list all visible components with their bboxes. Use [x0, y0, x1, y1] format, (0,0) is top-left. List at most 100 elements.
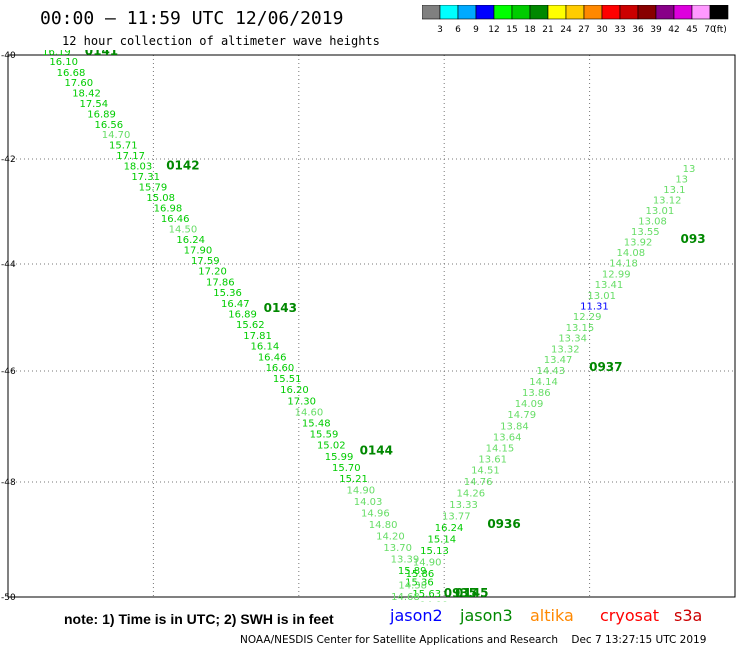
wave-height-value: 17.59 — [191, 256, 220, 267]
wave-height-value: 15.62 — [236, 320, 265, 331]
wave-height-value: 13.86 — [522, 388, 551, 399]
wave-height-value: 14.03 — [354, 497, 383, 508]
wave-height-value: 14.18 — [609, 259, 638, 270]
wave-height-value: 14.50 — [169, 225, 198, 236]
legend-label: 15 — [506, 25, 517, 35]
wave-height-value: 13 — [675, 175, 688, 186]
pass-time-label: 0141 — [85, 44, 118, 58]
pass-time-label: 093 — [681, 232, 706, 246]
wave-height-value: 17.81 — [243, 331, 272, 342]
credit-text: NOAA/NESDIS Center for Satellite Applica… — [240, 634, 558, 646]
wave-height-value: 13.34 — [558, 334, 587, 345]
wave-height-value: 15.02 — [317, 441, 346, 452]
wave-height-value: 15.51 — [273, 374, 302, 385]
wave-height-value: 15.59 — [310, 430, 339, 441]
legend-label: 27 — [578, 25, 589, 35]
pass-time-label: 0936 — [487, 517, 520, 531]
pass-time-label: 0145 — [455, 586, 488, 600]
credit-line: NOAA/NESDIS Center for Satellite Applica… — [240, 634, 706, 646]
wave-height-value: 14.26 — [457, 488, 486, 499]
legend-label: 24 — [560, 25, 572, 35]
wave-height-value: 16.19 — [42, 47, 71, 58]
wave-height-value: 17.90 — [184, 246, 213, 257]
wave-height-value: 13.01 — [587, 291, 616, 302]
wave-height-value: 15.36 — [213, 288, 242, 299]
wave-height-value: 14.60 — [295, 407, 324, 418]
satellite-s3a: s3a — [674, 606, 703, 625]
legend-label: 3 — [437, 25, 443, 35]
legend-label: 33 — [614, 25, 625, 35]
wave-height-value: 15.63 — [412, 589, 441, 600]
wave-height-value: 13.70 — [383, 543, 412, 554]
wave-height-value: 17.86 — [206, 277, 235, 288]
wave-height-value: 16.68 — [57, 68, 86, 79]
wave-height-value: 14.51 — [471, 466, 500, 477]
wave-height-value: 14.80 — [369, 520, 398, 531]
generated-timestamp: Dec 7 13:27:15 UTC 2019 — [571, 634, 707, 646]
pass-time-label: 0142 — [166, 159, 199, 173]
wave-height-value: 14.70 — [102, 130, 131, 141]
wave-height-value: 13.77 — [442, 511, 471, 522]
wave-height-value: 15.70 — [332, 463, 361, 474]
wave-height-value: 14.90 — [413, 557, 442, 568]
pass-time-label: 0937 — [589, 360, 622, 374]
pass-time-label: 0935 — [444, 586, 477, 600]
wave-height-value: 15.36 — [405, 578, 434, 589]
wave-height-value: 13.01 — [646, 206, 675, 217]
map-title: 00:00 – 11:59 UTC 12/06/2019 — [40, 8, 344, 29]
wave-height-value: 17.54 — [79, 99, 108, 110]
wave-height-value: 14.20 — [376, 532, 405, 543]
wave-height-value: 16.89 — [228, 310, 257, 321]
wave-height-value: 15.71 — [109, 141, 138, 152]
wave-height-value: 16.47 — [221, 299, 250, 310]
wave-height-value: 15.86 — [406, 569, 435, 580]
wave-height-value: 18.42 — [72, 89, 101, 100]
legend-label: 6 — [455, 25, 461, 35]
map-subtitle: 12 hour collection of altimeter wave hei… — [62, 34, 380, 48]
wave-height-value: 14.90 — [347, 486, 376, 497]
wave-height-value: 13.55 — [631, 227, 660, 238]
wave-height-value: 13.41 — [595, 280, 624, 291]
wave-height-value: 15.89 — [398, 566, 427, 577]
wave-height-value: 16.14 — [384, 603, 413, 605]
wave-height-value: 14.99 — [420, 600, 449, 605]
wave-height-value: 13.64 — [493, 432, 522, 443]
wave-height-value: 14.15 — [486, 443, 515, 454]
wave-height-value: 13.33 — [449, 500, 478, 511]
wave-height-value: 13.61 — [478, 455, 507, 466]
wave-height-value: 14.14 — [529, 377, 558, 388]
wave-height-value: 13.39 — [391, 555, 420, 566]
wave-height-value: 15.48 — [302, 419, 331, 430]
legend-label: 12 — [488, 25, 499, 35]
legend-swatch — [709, 5, 729, 20]
legend-label: 30 — [596, 25, 608, 35]
wave-height-value: 16.98 — [154, 204, 183, 215]
legend-label: 18 — [524, 25, 536, 35]
track-ascending-east: 14.9114.7614.8316.1414.6814.3815.8614.90… — [384, 164, 706, 605]
satellite-altika: altika — [530, 606, 574, 625]
wave-height-value: 13.15 — [566, 323, 595, 334]
wave-height-value: 17.31 — [131, 172, 160, 183]
wave-height-value: 17.20 — [198, 267, 227, 278]
wave-height-value: 13.92 — [624, 238, 653, 249]
wave-height-value: 16.56 — [94, 120, 123, 131]
wave-height-value: 14.76 — [464, 477, 493, 488]
altimeter-map: 150153156159162165-40-42-44-46-48-5016.1… — [1, 44, 736, 605]
legend-label: 45 — [686, 25, 697, 35]
wave-height-value: 12.29 — [573, 312, 602, 323]
wave-height-value: 17.60 — [64, 78, 93, 89]
legend-label: 9 — [473, 25, 479, 35]
wave-height-value: 15.99 — [325, 452, 354, 463]
legend-label: 42 — [668, 25, 679, 35]
legend-unit: (ft) — [713, 25, 727, 35]
wave-height-value: 15.13 — [420, 546, 449, 557]
pass-time-label: 0143 — [264, 301, 297, 315]
wave-height-value: 16.60 — [266, 363, 295, 374]
track-descending-west: 16.1916.1016.6817.6018.4217.5416.8916.56… — [42, 44, 488, 605]
wave-height-value: 16.10 — [49, 57, 78, 68]
wave-height-value: 16.89 — [87, 109, 116, 120]
wave-height-value: 13.32 — [551, 344, 580, 355]
wave-height-value: 14.79 — [507, 410, 536, 421]
wave-height-value: 16.46 — [161, 214, 190, 225]
wave-height-value: 16.46 — [258, 352, 287, 363]
